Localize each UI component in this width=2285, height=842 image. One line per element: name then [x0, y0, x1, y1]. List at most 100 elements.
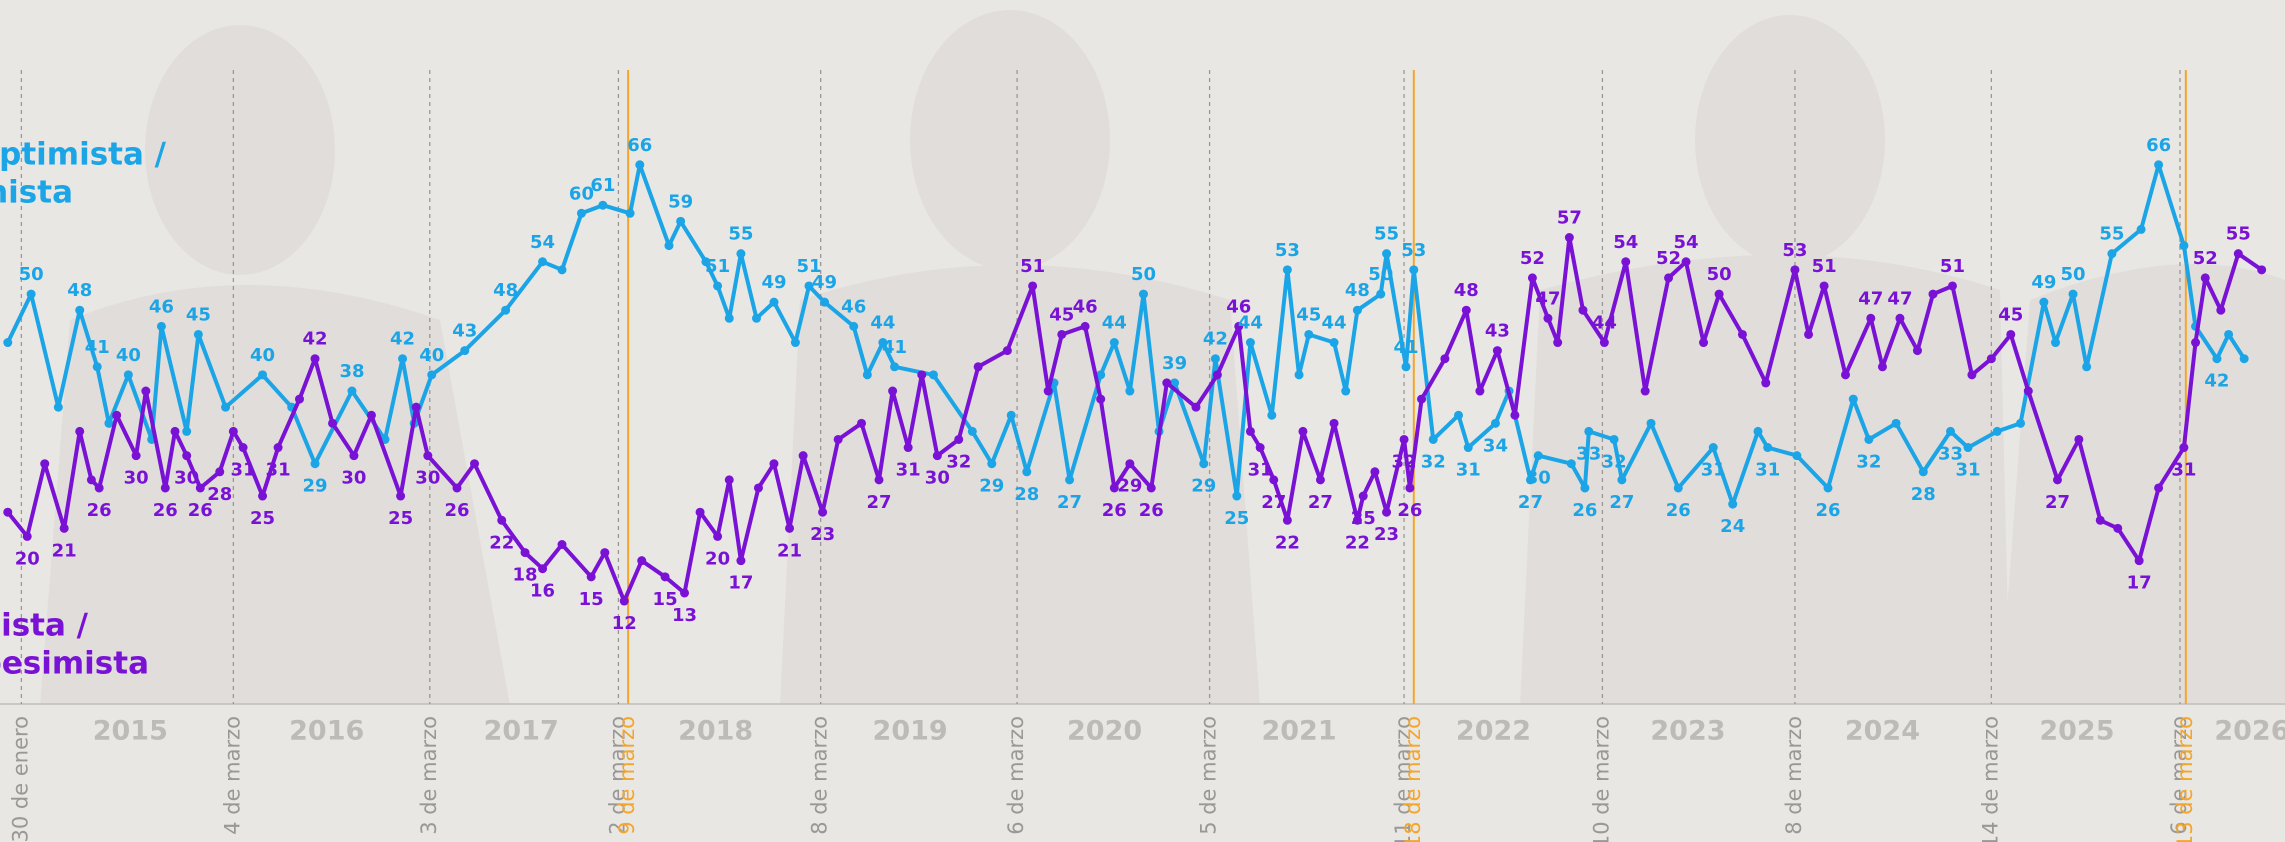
data-point — [54, 403, 63, 412]
event-label: 4 de marzo — [220, 716, 244, 835]
data-point — [1820, 281, 1829, 290]
data-point — [1304, 330, 1313, 339]
data-label: 51 — [1812, 256, 1837, 277]
data-label: 31 — [1701, 460, 1726, 481]
data-point — [1610, 435, 1619, 444]
data-point — [1382, 508, 1391, 517]
data-point — [791, 338, 800, 347]
data-point — [1429, 435, 1438, 444]
data-label: 32 — [1602, 451, 1627, 472]
data-point — [75, 427, 84, 436]
legend-label: pesimista — [0, 646, 149, 682]
data-point — [1405, 483, 1414, 492]
data-label: 26 — [153, 500, 178, 521]
data-label: 40 — [250, 345, 275, 366]
data-point — [968, 427, 977, 436]
data-point — [696, 508, 705, 517]
data-label: 44 — [1592, 313, 1617, 334]
data-label: 40 — [419, 345, 444, 366]
data-label: 21 — [777, 540, 802, 561]
data-label: 31 — [266, 460, 291, 481]
data-label: 22 — [489, 532, 514, 553]
data-label: 30 — [1526, 468, 1551, 489]
data-point — [1841, 370, 1850, 379]
data-point — [1792, 451, 1801, 460]
data-point — [497, 516, 506, 525]
data-point — [2135, 556, 2144, 565]
data-point — [888, 387, 897, 396]
data-label: 28 — [1014, 484, 1039, 505]
data-label: 47 — [1858, 288, 1883, 309]
data-label: 34 — [1483, 435, 1508, 456]
event-label: 3 de marzo — [417, 716, 441, 835]
data-point — [2179, 241, 2188, 250]
data-label: 49 — [812, 272, 837, 293]
data-point — [713, 532, 722, 541]
data-point — [1641, 387, 1650, 396]
data-point — [1600, 338, 1609, 347]
x-tick-label: 2016 — [289, 716, 364, 747]
data-point — [470, 459, 479, 468]
data-label: 22 — [1345, 532, 1370, 553]
data-point — [347, 387, 356, 396]
data-label: 45 — [186, 304, 211, 325]
data-point — [1824, 483, 1833, 492]
data-label: 51 — [705, 256, 730, 277]
data-point — [1211, 354, 1220, 363]
data-point — [974, 362, 983, 371]
data-point — [725, 314, 734, 323]
data-label: 28 — [1911, 484, 1936, 505]
data-point — [752, 314, 761, 323]
data-point — [3, 508, 12, 517]
event-label: 30 de enero — [8, 716, 32, 842]
data-point — [1139, 290, 1148, 299]
data-label: 21 — [52, 540, 77, 561]
data-point — [1246, 338, 1255, 347]
data-point — [75, 306, 84, 315]
data-point — [1341, 387, 1350, 396]
data-point — [2212, 354, 2221, 363]
data-point — [1699, 338, 1708, 347]
data-label: 53 — [1275, 240, 1300, 261]
data-point — [1110, 338, 1119, 347]
event-label: 6 de marzo — [1004, 716, 1028, 835]
event-label: 8 de marzo — [808, 716, 832, 835]
data-point — [398, 354, 407, 363]
data-label: 26 — [1815, 500, 1840, 521]
data-label: 15 — [579, 589, 604, 610]
data-point — [1878, 362, 1887, 371]
data-point — [754, 483, 763, 492]
data-point — [112, 411, 121, 420]
data-label: 48 — [1454, 280, 1479, 301]
data-point — [1007, 411, 1016, 420]
data-point — [23, 532, 32, 541]
event-label: 8 de marzo — [1782, 716, 1806, 835]
data-label: 42 — [1203, 329, 1228, 350]
data-label: 44 — [1322, 313, 1347, 334]
data-label: 26 — [1397, 500, 1422, 521]
data-point — [1534, 451, 1543, 460]
data-label: 30 — [415, 468, 440, 489]
data-point — [2074, 435, 2083, 444]
data-point — [1359, 492, 1368, 501]
data-point — [1946, 427, 1955, 436]
data-point — [1892, 419, 1901, 428]
data-label: 26 — [1572, 500, 1597, 521]
data-label: 29 — [303, 476, 328, 497]
data-point — [157, 322, 166, 331]
x-tick-label: 2023 — [1650, 716, 1725, 747]
data-label: 55 — [2226, 224, 2251, 245]
data-point — [1565, 233, 1574, 242]
data-point — [1065, 475, 1074, 484]
data-point — [27, 290, 36, 299]
data-label: 55 — [1374, 224, 1399, 245]
data-point — [1895, 314, 1904, 323]
data-point — [1330, 419, 1339, 428]
data-label: 50 — [1131, 264, 1156, 285]
data-point — [1709, 443, 1718, 452]
data-point — [1162, 378, 1171, 387]
event-label: 9 de marzo — [615, 716, 639, 835]
data-point — [182, 451, 191, 460]
data-point — [2201, 273, 2210, 282]
data-point — [1493, 346, 1502, 355]
